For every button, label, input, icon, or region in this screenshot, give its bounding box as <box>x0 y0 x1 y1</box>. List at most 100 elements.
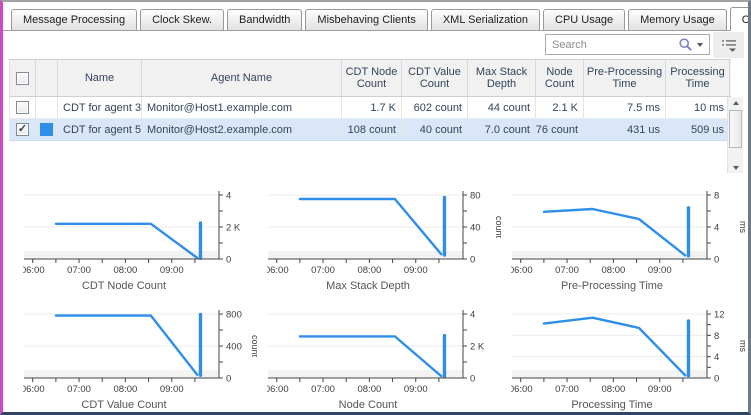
svg-text:0: 0 <box>226 255 231 266</box>
svg-text:08:00: 08:00 <box>601 265 625 276</box>
svg-text:2 K: 2 K <box>470 342 485 353</box>
column-header-cdt-value-count[interactable]: CDT Value Count <box>402 60 468 96</box>
svg-text:0: 0 <box>470 255 475 266</box>
svg-text:06:00: 06:00 <box>511 265 533 276</box>
svg-text:2 K: 2 K <box>226 223 241 234</box>
row-checkbox[interactable]: ✓ <box>16 123 29 136</box>
svg-text:08:00: 08:00 <box>113 265 137 276</box>
search-icon[interactable] <box>678 37 693 52</box>
svg-text:Pre-Processing Time: Pre-Processing Time <box>561 280 663 292</box>
cell-name: CDT for agent 3 <box>58 97 142 118</box>
chart-node-count: 0 2 K 4 06:00 07:00 08:00 09:00 Node Count <box>265 304 501 412</box>
svg-text:CDT Node Count: CDT Node Count <box>82 280 166 292</box>
svg-text:0: 0 <box>714 255 719 266</box>
svg-text:06:00: 06:00 <box>23 384 45 395</box>
svg-text:07:00: 07:00 <box>67 265 91 276</box>
svg-text:count: count <box>250 335 257 358</box>
tab-message-processing[interactable]: Message Processing <box>11 9 138 30</box>
series-color-swatch <box>40 123 53 136</box>
search-box <box>545 34 710 55</box>
column-header-max-stack-depth[interactable]: Max Stack Depth <box>468 60 536 96</box>
svg-text:0: 0 <box>226 374 231 385</box>
scroll-down-button[interactable] <box>728 162 744 173</box>
svg-text:4: 4 <box>714 352 719 363</box>
svg-text:07:00: 07:00 <box>555 384 579 395</box>
svg-text:06:00: 06:00 <box>511 384 533 395</box>
scrollbar-thumb[interactable] <box>729 110 742 148</box>
row-color-cell <box>36 97 58 118</box>
svg-text:07:00: 07:00 <box>311 265 335 276</box>
cell-agent-name: Monitor@Host2.example.com <box>142 119 342 140</box>
svg-text:80: 80 <box>470 191 481 202</box>
cell-cdt-node-count: 108 count <box>342 119 402 140</box>
select-all-checkbox-cell <box>10 60 36 96</box>
chart-max-stack-depth: 0 40 80 06:00 07:00 08:00 09:00 count Max Stack … <box>265 185 504 297</box>
tab-xml-serialization[interactable]: XML Serialization <box>430 9 541 30</box>
svg-text:count: count <box>494 216 501 239</box>
tab-misbehaving-clients[interactable]: Misbehaving Clients <box>305 9 428 30</box>
column-header-name[interactable]: Name <box>58 60 142 96</box>
cell-processing-time: 509 us <box>666 119 730 140</box>
cell-name: CDT for agent 5 <box>58 119 142 140</box>
svg-text:07:00: 07:00 <box>555 265 579 276</box>
color-column-header[interactable] <box>36 60 58 96</box>
column-header-cdt-node-count[interactable]: CDT Node Count <box>342 60 402 96</box>
row-checkbox-cell <box>10 97 36 118</box>
svg-text:4: 4 <box>226 191 231 202</box>
svg-text:09:00: 09:00 <box>648 265 672 276</box>
search-options-arrow-icon[interactable] <box>697 42 703 47</box>
scroll-up-button[interactable] <box>728 97 744 108</box>
table-header-row: Name Agent Name CDT Node Count CDT Value… <box>9 60 731 97</box>
tab-bar: Message Processing Clock Skew. Bandwidth… <box>3 7 748 31</box>
select-all-checkbox[interactable] <box>16 71 29 85</box>
column-chooser-strip <box>713 32 744 58</box>
svg-text:08:00: 08:00 <box>113 384 137 395</box>
tab-bandwidth[interactable]: Bandwidth <box>227 9 303 30</box>
svg-text:ms: ms <box>738 221 745 233</box>
cell-pre-processing-time: 7.5 ms <box>584 97 666 118</box>
svg-text:06:00: 06:00 <box>267 384 289 395</box>
svg-text:4: 4 <box>714 223 719 234</box>
search-input[interactable] <box>546 38 678 51</box>
svg-text:09:00: 09:00 <box>404 384 428 395</box>
svg-text:08:00: 08:00 <box>601 384 625 395</box>
cell-cdt-node-count: 1.7 K <box>342 97 402 118</box>
table-vertical-scrollbar[interactable] <box>727 97 743 173</box>
cell-cdt-value-count: 40 count <box>402 119 468 140</box>
cell-agent-name: Monitor@Host1.example.com <box>142 97 342 118</box>
table-row[interactable]: CDT for agent 3 Monitor@Host1.example.co… <box>9 97 731 119</box>
svg-text:08:00: 08:00 <box>357 384 381 395</box>
svg-text:0: 0 <box>470 374 475 385</box>
svg-text:40: 40 <box>470 223 481 234</box>
chart-pre-processing-time: 0 4 8 06:00 07:00 08:00 09:00 ms Pre-Processing … <box>509 185 748 297</box>
svg-text:07:00: 07:00 <box>67 384 91 395</box>
cdt-submission-table: Name Agent Name CDT Node Count CDT Value… <box>9 59 731 141</box>
tab-clock-skew[interactable]: Clock Skew. <box>140 9 225 30</box>
svg-text:ms: ms <box>738 340 745 352</box>
svg-text:8: 8 <box>714 331 719 342</box>
column-header-agent-name[interactable]: Agent Name <box>142 60 342 96</box>
column-header-node-count[interactable]: Node Count <box>536 60 584 96</box>
tab-cpu-usage[interactable]: CPU Usage <box>543 9 626 30</box>
column-chooser-icon[interactable] <box>721 38 737 52</box>
tab-cdt-submission[interactable]: CDT Submission <box>729 7 748 31</box>
cell-pre-processing-time: 431 us <box>584 119 666 140</box>
cell-max-stack-depth: 44 count <box>468 97 536 118</box>
svg-text:06:00: 06:00 <box>23 265 45 276</box>
chart-cdt-value-count: 0 400 800 06:00 07:00 08:00 09:00 count CDT Valu… <box>21 304 260 412</box>
column-header-processing-time[interactable]: Processing Time <box>666 60 730 96</box>
chart-cdt-node-count: 0 2 K 4 06:00 07:00 08:00 09:00 CDT Node Count <box>21 185 257 297</box>
svg-text:09:00: 09:00 <box>404 265 428 276</box>
column-header-pre-processing-time[interactable]: Pre-Processing Time <box>584 60 666 96</box>
cell-node-count: 2.1 K <box>536 97 584 118</box>
svg-text:Processing Time: Processing Time <box>571 399 652 411</box>
scroll-up-icon <box>733 100 739 105</box>
cell-processing-time: 10 ms <box>666 97 730 118</box>
table-row[interactable]: ✓ CDT for agent 5 Monitor@Host2.example.… <box>9 119 731 141</box>
svg-text:08:00: 08:00 <box>357 265 381 276</box>
row-checkbox[interactable] <box>16 101 29 114</box>
tab-memory-usage[interactable]: Memory Usage <box>628 9 727 30</box>
svg-text:09:00: 09:00 <box>648 384 672 395</box>
svg-text:800: 800 <box>226 310 242 321</box>
